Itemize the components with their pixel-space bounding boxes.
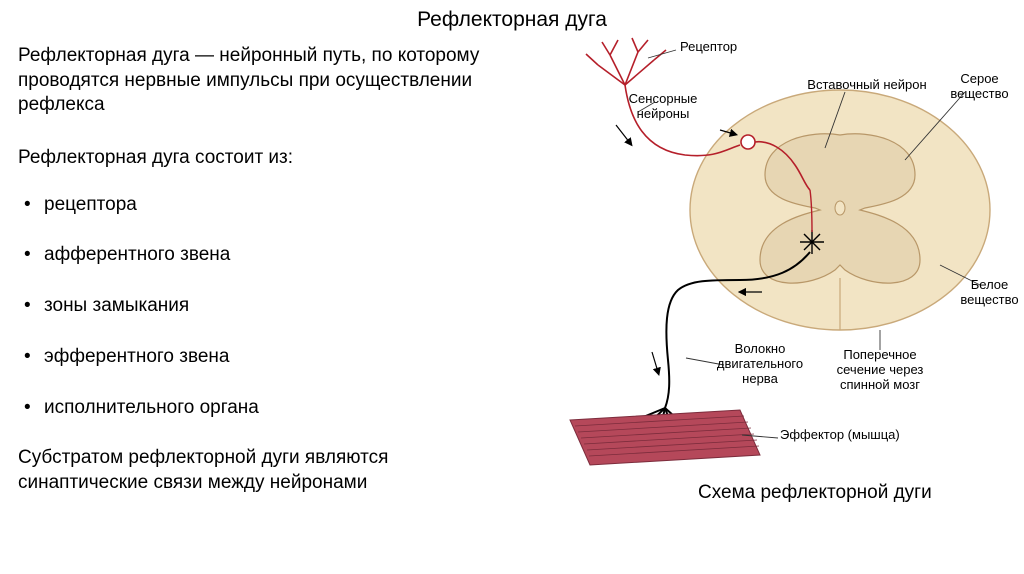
list-item: исполнительного органа bbox=[22, 396, 498, 421]
diagram-caption: Схема рефлекторной дуги bbox=[698, 482, 932, 504]
effector-muscle bbox=[570, 410, 760, 465]
label-gray-matter: Серое вещество bbox=[942, 72, 1017, 102]
list-item: зоны замыкания bbox=[22, 294, 498, 319]
text-column: Рефлекторная дуга — нейронный путь, по к… bbox=[18, 44, 498, 496]
label-white-matter: Белое вещество bbox=[952, 278, 1024, 308]
reflex-arc-diagram: Рецептор Сенсорные нейроны Вставочный не… bbox=[510, 30, 1010, 510]
label-cross-section: Поперечное сечение через спинной мозг bbox=[820, 348, 940, 393]
label-effector: Эффектор (мышца) bbox=[780, 428, 900, 443]
diagram-svg bbox=[510, 30, 1010, 470]
list-item: рецептора bbox=[22, 193, 498, 218]
label-sensory-neurons: Сенсорные нейроны bbox=[618, 92, 708, 122]
label-motor-fiber: Волокно двигательного нерва bbox=[710, 342, 810, 387]
label-receptor: Рецептор bbox=[680, 40, 737, 55]
consists-label: Рефлекторная дуга состоит из: bbox=[18, 146, 498, 171]
list-item: афферентного звена bbox=[22, 243, 498, 268]
components-list: рецептора афферентного звена зоны замыка… bbox=[22, 193, 498, 420]
list-item: эфферентного звена bbox=[22, 345, 498, 370]
central-canal bbox=[835, 201, 845, 215]
definition-text: Рефлекторная дуга — нейронный путь, по к… bbox=[18, 44, 498, 118]
page-title: Рефлекторная дуга bbox=[0, 8, 1024, 32]
substrate-text: Субстратом рефлекторной дуги являются си… bbox=[18, 446, 498, 495]
label-interneuron: Вставочный нейрон bbox=[802, 78, 932, 93]
